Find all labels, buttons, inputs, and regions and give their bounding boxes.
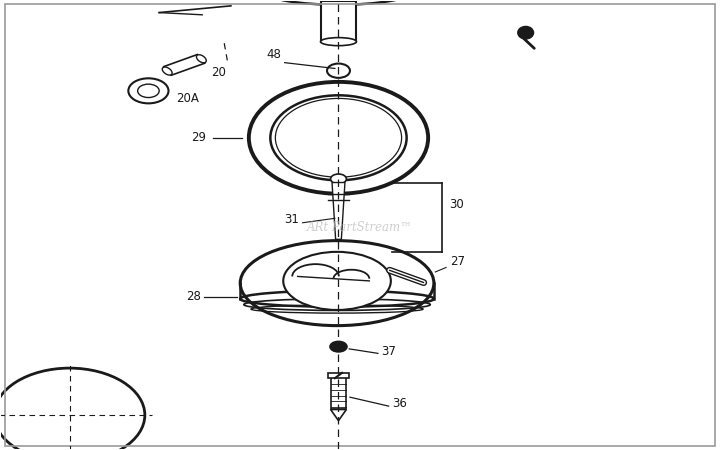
Polygon shape bbox=[330, 410, 346, 421]
Circle shape bbox=[330, 174, 346, 184]
Text: 28: 28 bbox=[186, 290, 201, 303]
Ellipse shape bbox=[162, 67, 172, 75]
Circle shape bbox=[330, 341, 347, 352]
Text: 27: 27 bbox=[450, 255, 464, 268]
Text: 36: 36 bbox=[392, 397, 407, 410]
Ellipse shape bbox=[518, 27, 534, 39]
Text: 31: 31 bbox=[284, 213, 299, 226]
Bar bbox=[330, 376, 346, 410]
FancyBboxPatch shape bbox=[320, 1, 356, 42]
Text: 20A: 20A bbox=[176, 92, 199, 105]
Text: ARt PartStream™: ARt PartStream™ bbox=[307, 221, 413, 234]
Text: 20: 20 bbox=[212, 66, 226, 79]
Circle shape bbox=[327, 63, 350, 78]
Bar bbox=[163, 54, 205, 75]
Bar bbox=[328, 373, 348, 378]
Text: 29: 29 bbox=[191, 131, 206, 144]
Text: 48: 48 bbox=[266, 48, 281, 61]
Text: 30: 30 bbox=[450, 198, 464, 211]
Ellipse shape bbox=[320, 38, 356, 45]
Circle shape bbox=[128, 78, 168, 104]
Polygon shape bbox=[332, 183, 345, 239]
Circle shape bbox=[138, 84, 159, 98]
Ellipse shape bbox=[283, 252, 391, 310]
Text: 37: 37 bbox=[382, 345, 397, 358]
Ellipse shape bbox=[197, 55, 207, 63]
